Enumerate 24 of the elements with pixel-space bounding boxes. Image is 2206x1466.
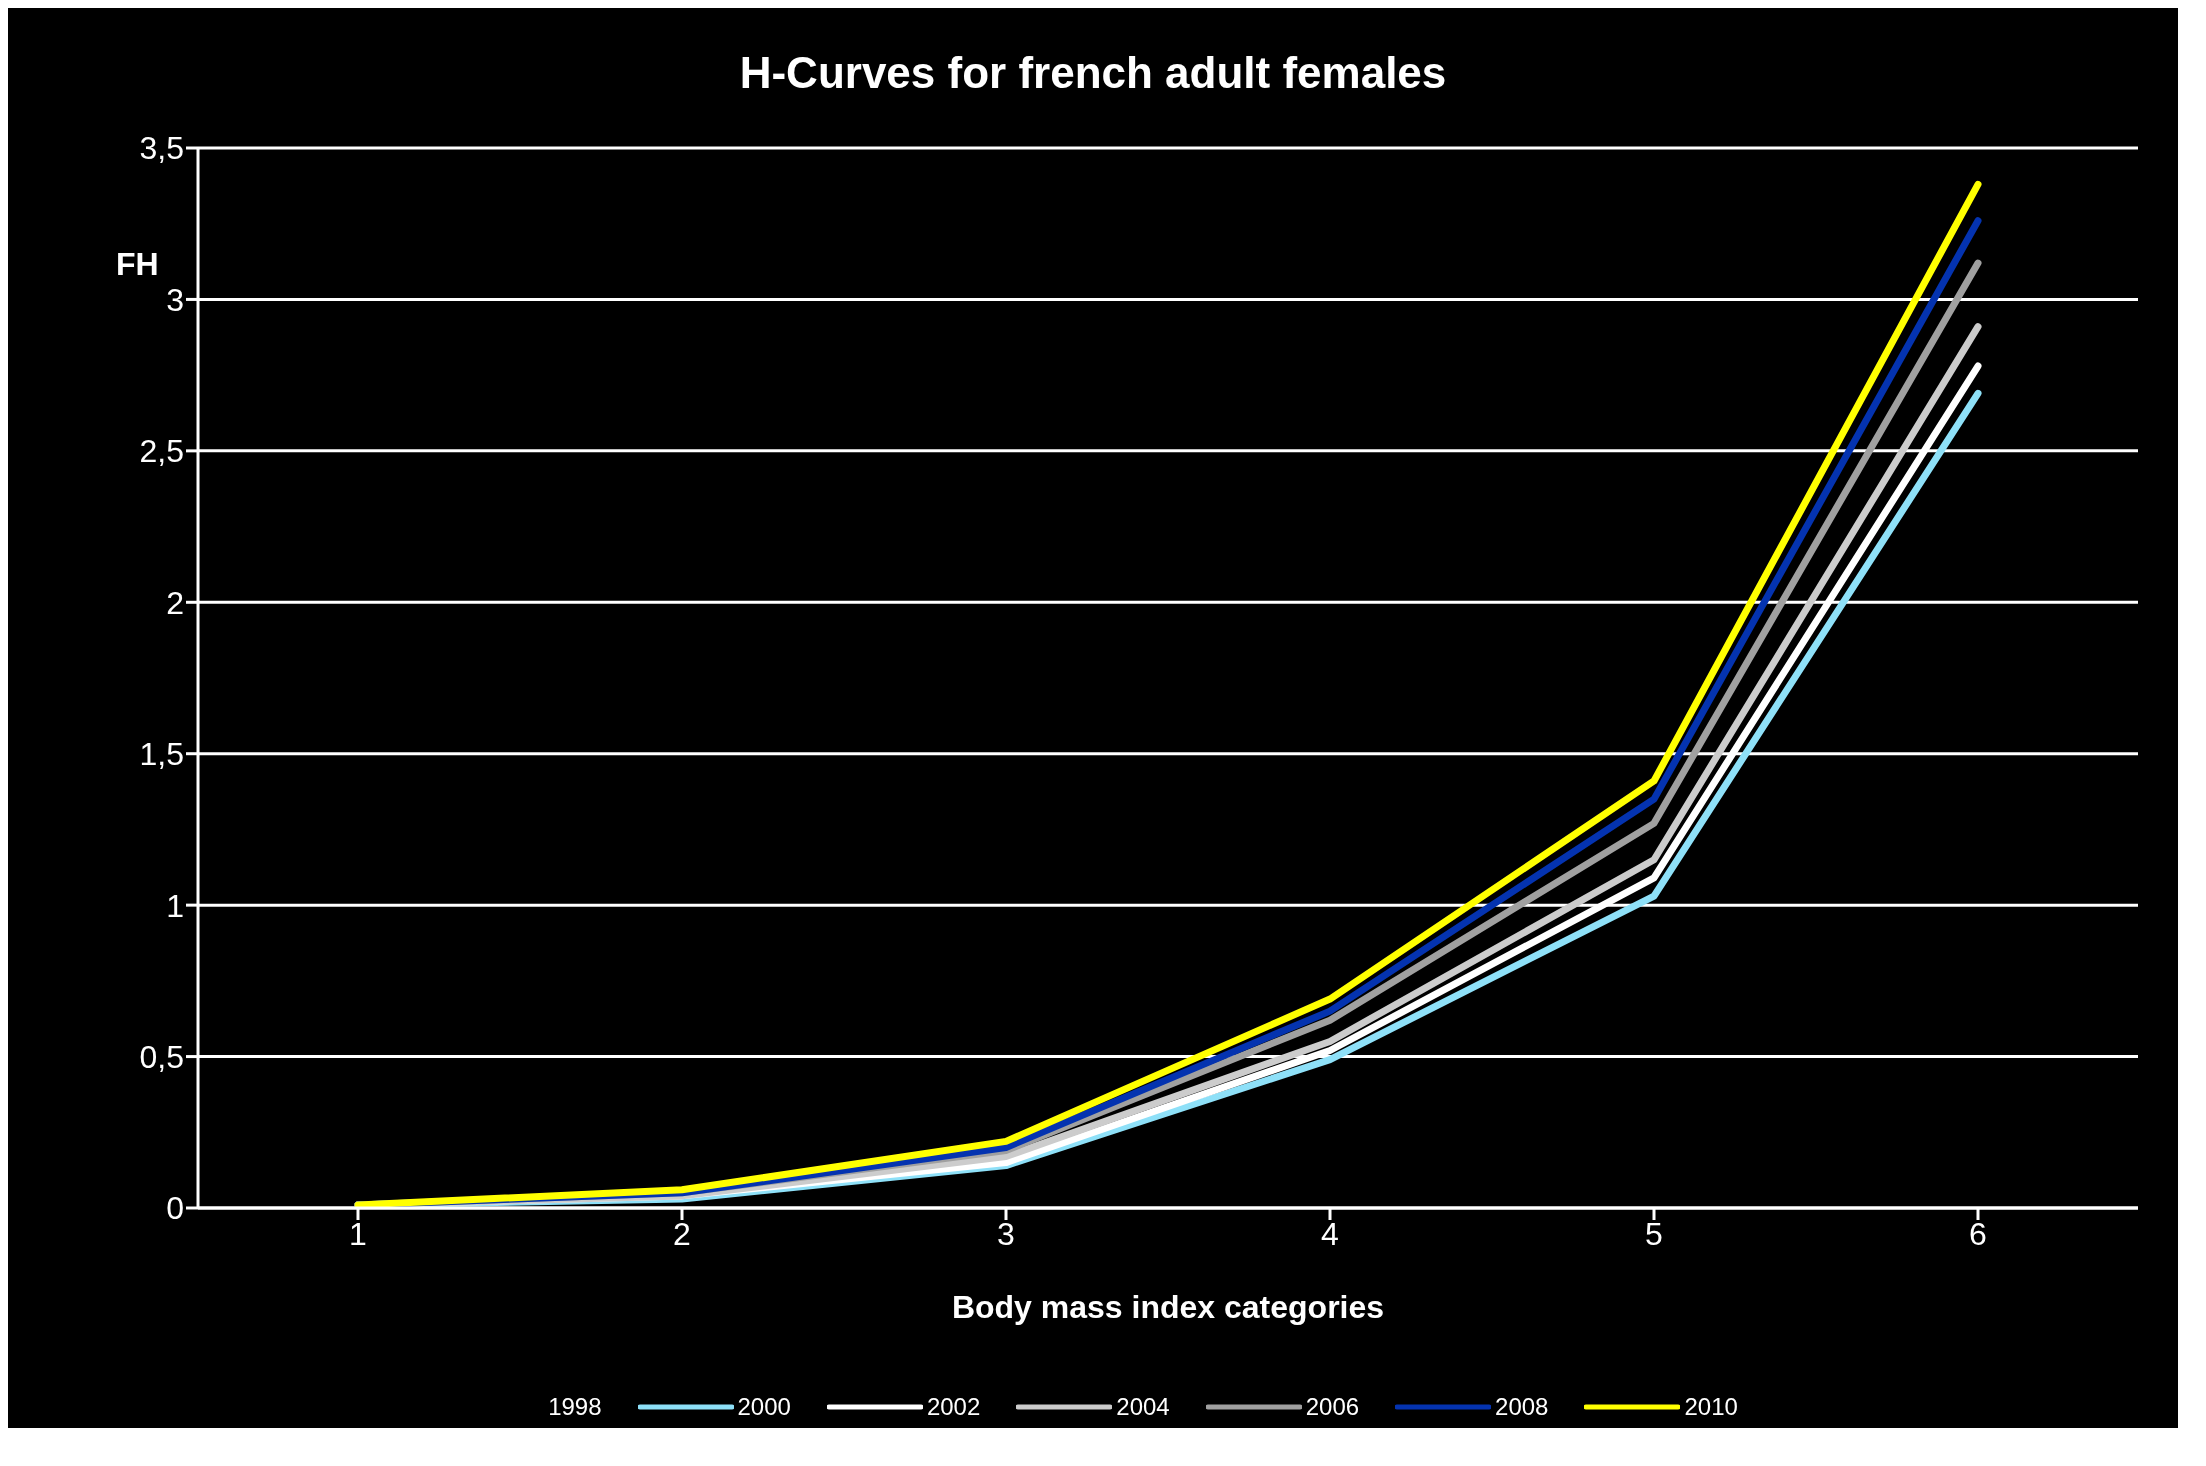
chart-title: H-Curves for french adult females [738, 48, 1448, 98]
legend-label: 2010 [1684, 1393, 1738, 1421]
legend-label: 2000 [737, 1393, 791, 1421]
y-tick-label: 1,5 [139, 736, 184, 773]
legend-label: 2008 [1495, 1393, 1549, 1421]
x-tick-label: 6 [1969, 1215, 1987, 1252]
x-tick-label: 1 [349, 1215, 367, 1252]
legend-label: 2006 [1305, 1393, 1360, 1421]
x-axis-title: Body mass index categories [951, 1289, 1385, 1325]
x-tick-label: 5 [1645, 1215, 1663, 1252]
text: 1998 [548, 1393, 602, 1421]
y-tick-label: 1 [166, 887, 184, 924]
y-tick-label: 0,5 [139, 1038, 184, 1075]
legend-label: 2004 [1116, 1393, 1170, 1421]
y-tick-label: 0 [166, 1190, 184, 1227]
x-tick-label: 2 [673, 1215, 691, 1252]
y-tick-label: 3,5 [139, 130, 184, 167]
y-axis-title: FH [116, 246, 159, 283]
y-tick-label: 2 [166, 584, 184, 621]
x-tick-label: 4 [1321, 1215, 1339, 1252]
legend-label: 2002 [926, 1393, 981, 1421]
y-tick-label: 2,5 [139, 433, 184, 470]
x-tick-label: 3 [997, 1215, 1015, 1252]
y-tick-label: 3 [166, 281, 184, 318]
